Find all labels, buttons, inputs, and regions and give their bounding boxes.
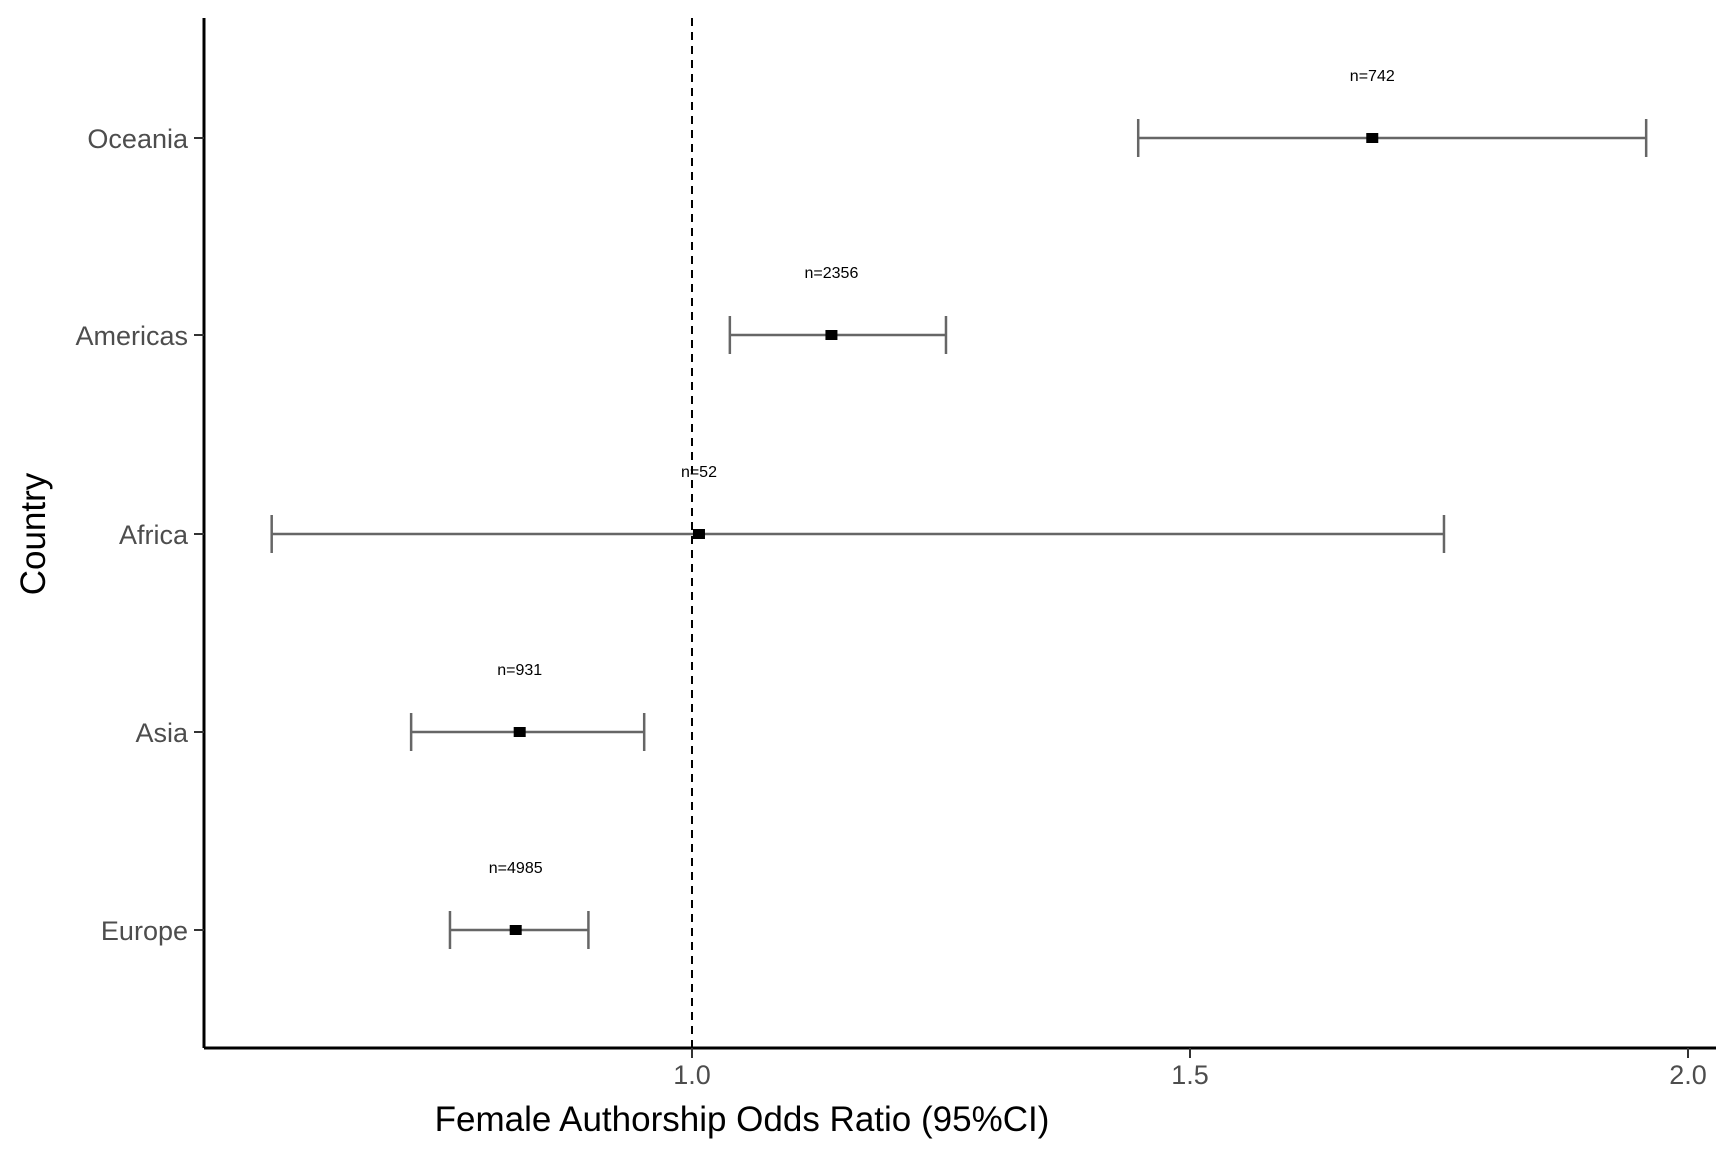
y-axis-title: Country bbox=[14, 472, 53, 595]
forest-row-asia: n=931 bbox=[409, 662, 646, 751]
point-estimate bbox=[1366, 133, 1379, 143]
error-bars-layer: n=742 n=2356 n=52 n=931 n=4985 bbox=[270, 68, 1648, 949]
n-label: n=2356 bbox=[805, 265, 859, 282]
x-tick-label: 1.5 bbox=[1171, 1060, 1209, 1090]
y-tick-label: Americas bbox=[75, 321, 188, 351]
n-label: n=52 bbox=[681, 464, 717, 481]
axes-layer: Oceania Americas Africa Asia Europe 1.0 1.5 2.0 bbox=[75, 18, 1716, 1090]
forest-row-europe: n=4985 bbox=[448, 860, 590, 949]
n-label: n=4985 bbox=[489, 860, 543, 877]
x-tick-label: 2.0 bbox=[1669, 1060, 1707, 1090]
point-estimate bbox=[513, 727, 526, 737]
x-tick-label: 1.0 bbox=[673, 1060, 711, 1090]
forest-row-africa: n=52 bbox=[270, 464, 1446, 553]
point-estimate bbox=[692, 529, 705, 539]
y-tick-label: Asia bbox=[135, 718, 189, 748]
forest-row-oceania: n=742 bbox=[1136, 68, 1648, 157]
y-tick-label: Oceania bbox=[87, 124, 189, 154]
point-estimate bbox=[825, 330, 838, 340]
y-tick-label: Africa bbox=[119, 520, 189, 550]
point-estimate bbox=[509, 925, 522, 935]
n-label: n=742 bbox=[1350, 68, 1395, 85]
x-axis-title: Female Authorship Odds Ratio (95%CI) bbox=[435, 1100, 1050, 1139]
forest-row-americas: n=2356 bbox=[728, 265, 948, 354]
n-label: n=931 bbox=[497, 662, 542, 679]
y-tick-label: Europe bbox=[101, 916, 188, 946]
